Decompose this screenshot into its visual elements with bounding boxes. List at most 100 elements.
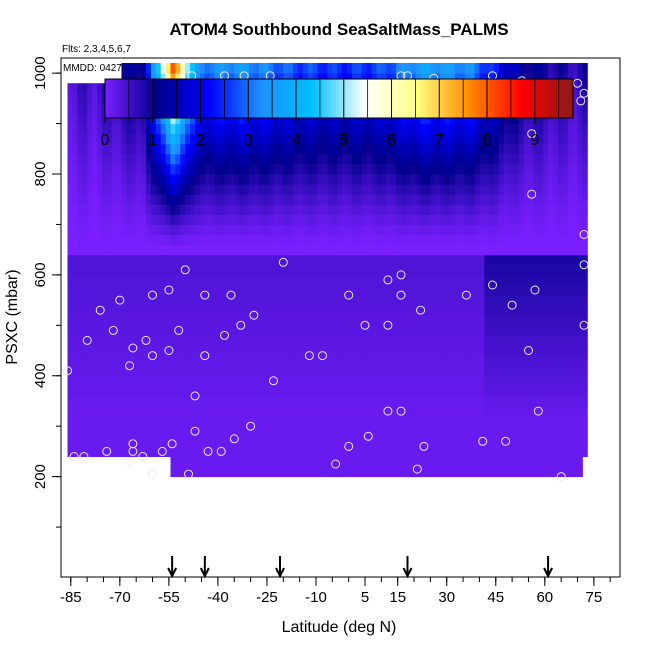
sample-point: [507, 300, 517, 310]
curtain-cell: [410, 385, 417, 397]
curtain-cell: [273, 264, 279, 276]
colorbar-segment: [456, 79, 460, 118]
curtain-cell: [263, 325, 270, 336]
curtain-cell: [484, 426, 490, 437]
curtain-cell: [253, 335, 260, 346]
curtain-cell: [317, 204, 323, 215]
curtain-cell: [567, 416, 574, 427]
colorbar-segment: [105, 79, 109, 118]
curtain-cell: [165, 406, 171, 417]
curtain-cell: [327, 143, 333, 155]
curtain-cell: [165, 315, 171, 326]
curtain-cell: [258, 163, 265, 175]
curtain-cell: [175, 153, 181, 165]
curtain-cell: [268, 365, 274, 377]
curtain-cell: [474, 295, 480, 306]
curtain-cell: [234, 244, 240, 256]
curtain-cell: [410, 224, 417, 235]
curtain-cell: [150, 385, 157, 397]
curtain-cell: [72, 83, 78, 94]
curtain-cell: [391, 285, 397, 296]
curtain-cell: [342, 426, 348, 437]
curtain-cell: [553, 224, 559, 235]
curtain-cell: [361, 406, 368, 417]
curtain-cell: [391, 406, 397, 417]
curtain-cell: [499, 184, 505, 195]
curtain-cell: [204, 406, 211, 417]
curtain-cell: [263, 406, 270, 417]
curtain-cell: [87, 406, 93, 417]
curtain-cell: [386, 113, 392, 125]
curtain-cell: [445, 63, 451, 74]
curtain-cell: [293, 153, 299, 165]
curtain-cell: [572, 395, 578, 407]
curtain-cell: [459, 163, 466, 175]
curtain-cell: [474, 285, 480, 296]
curtain-cell: [361, 355, 368, 367]
curtain-cell: [396, 63, 402, 74]
curtain-cell: [82, 123, 88, 135]
curtain-cell: [293, 63, 299, 74]
curtain-cell: [508, 416, 515, 427]
curtain-cell: [450, 406, 456, 417]
curtain-cell: [312, 426, 319, 437]
curtain-cell: [288, 143, 294, 155]
curtain-cell: [141, 123, 147, 135]
curtain-cell: [553, 73, 559, 84]
curtain-cell: [342, 375, 348, 387]
curtain-cell: [361, 345, 368, 357]
curtain-cell: [425, 355, 431, 367]
curtain-cell: [489, 315, 495, 326]
curtain-cell: [229, 285, 235, 296]
curtain-cell: [430, 224, 436, 235]
curtain-cell: [430, 204, 436, 215]
curtain-cell: [219, 73, 225, 84]
curtain-cell: [440, 133, 446, 145]
curtain-cell: [405, 113, 412, 125]
curtain-cell: [160, 244, 167, 256]
curtain-cell: [106, 375, 113, 387]
curtain-cell: [489, 274, 495, 286]
curtain-cell: [327, 73, 333, 84]
curtain-cell: [224, 204, 230, 215]
curtain-cell: [474, 426, 480, 437]
curtain-cell: [195, 174, 201, 185]
colorbar-segment: [432, 79, 437, 118]
curtain-cell: [435, 113, 441, 125]
curtain-cell: [405, 174, 412, 185]
curtain-cell: [126, 113, 132, 125]
curtain-cell: [567, 204, 574, 215]
curtain-cell: [298, 355, 304, 367]
curtain-cell: [146, 254, 152, 266]
curtain-cell: [543, 305, 549, 316]
curtain-cell: [273, 224, 279, 235]
curtain-cell: [499, 224, 505, 235]
curtain-cell: [533, 426, 539, 437]
curtain-cell: [425, 123, 431, 135]
curtain-cell: [170, 184, 176, 195]
curtain-cell: [445, 345, 451, 357]
curtain-cell: [317, 426, 323, 437]
curtain-cell: [420, 335, 426, 346]
profile-arrow-head: [167, 567, 178, 579]
colorbar-segment: [405, 79, 410, 118]
curtain-cell: [72, 436, 78, 447]
curtain-cell: [572, 305, 578, 316]
curtain-cell: [322, 295, 328, 306]
curtain-cell: [239, 174, 245, 185]
curtain-cell: [450, 285, 456, 296]
curtain-cell: [543, 365, 549, 377]
curtain-cell: [72, 365, 78, 377]
curtain-cell: [528, 365, 534, 377]
curtain-cell: [298, 365, 304, 377]
curtain-cell: [298, 73, 304, 84]
curtain-cell: [425, 375, 431, 387]
curtain-cell: [249, 204, 255, 215]
curtain-cell: [557, 143, 564, 155]
curtain-cell: [518, 466, 525, 478]
curtain-cell: [82, 395, 88, 407]
curtain-cell: [489, 345, 495, 357]
curtain-cell: [567, 446, 574, 457]
sample-point: [148, 290, 157, 300]
curtain-cell: [523, 204, 529, 215]
